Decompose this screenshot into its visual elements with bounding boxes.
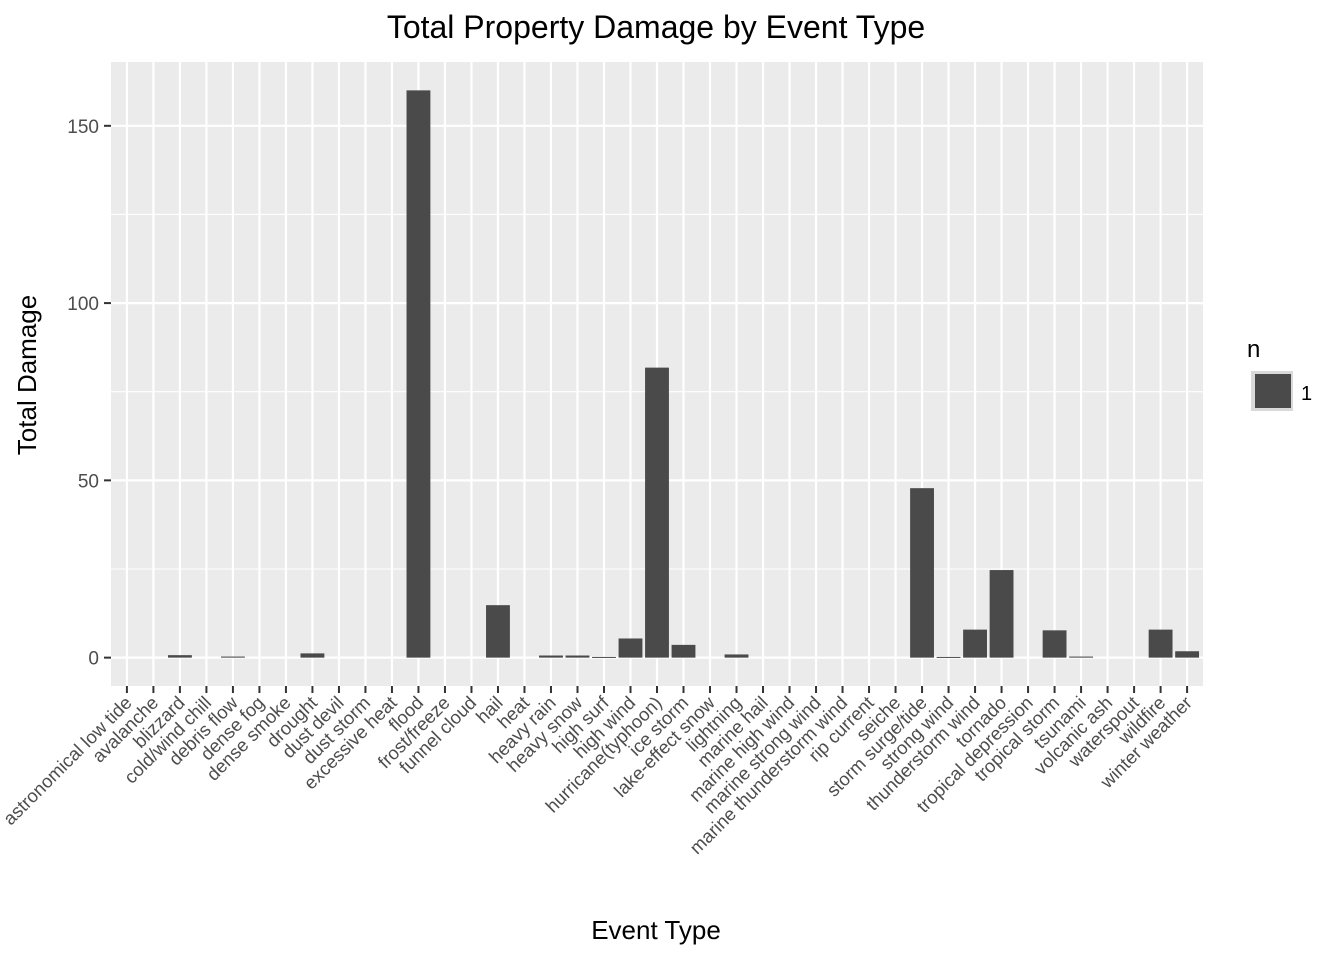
bar — [1069, 656, 1094, 658]
bar — [565, 655, 590, 658]
bar — [539, 655, 563, 658]
bar — [963, 629, 987, 658]
bar — [618, 638, 643, 658]
bar — [167, 655, 192, 658]
bar — [592, 656, 616, 658]
bar — [486, 605, 510, 658]
legend-key-swatch — [1255, 374, 1291, 408]
bar — [406, 90, 431, 658]
bar — [1042, 630, 1067, 658]
x-axis: astronomical low tideavalancheblizzardco… — [0, 686, 1196, 858]
bar — [936, 656, 961, 658]
x-axis-title: Event Type — [591, 915, 721, 945]
y-tick-label: 150 — [67, 117, 99, 138]
y-tick-label: 0 — [88, 649, 99, 670]
y-axis-title: Total Damage — [12, 295, 42, 455]
legend-title: n — [1247, 336, 1260, 363]
bar-series — [167, 90, 1200, 658]
bar — [910, 488, 934, 658]
x-tick-label: astronomical low tide — [0, 692, 136, 829]
chart-title: Total Property Damage by Event Type — [387, 9, 925, 45]
bar — [645, 367, 669, 658]
y-tick-label: 50 — [78, 471, 99, 492]
bar — [1175, 651, 1200, 658]
bar — [300, 653, 325, 658]
y-axis: 0 50 100 150 — [67, 117, 111, 670]
legend: n 1 — [1247, 336, 1312, 411]
bar — [1148, 629, 1173, 658]
bar — [989, 570, 1014, 658]
bar — [220, 656, 245, 658]
major-gridlines — [111, 62, 1203, 686]
bar — [724, 654, 749, 658]
bar — [671, 644, 696, 658]
legend-label: 1 — [1301, 383, 1312, 405]
y-tick-label: 100 — [67, 294, 99, 315]
